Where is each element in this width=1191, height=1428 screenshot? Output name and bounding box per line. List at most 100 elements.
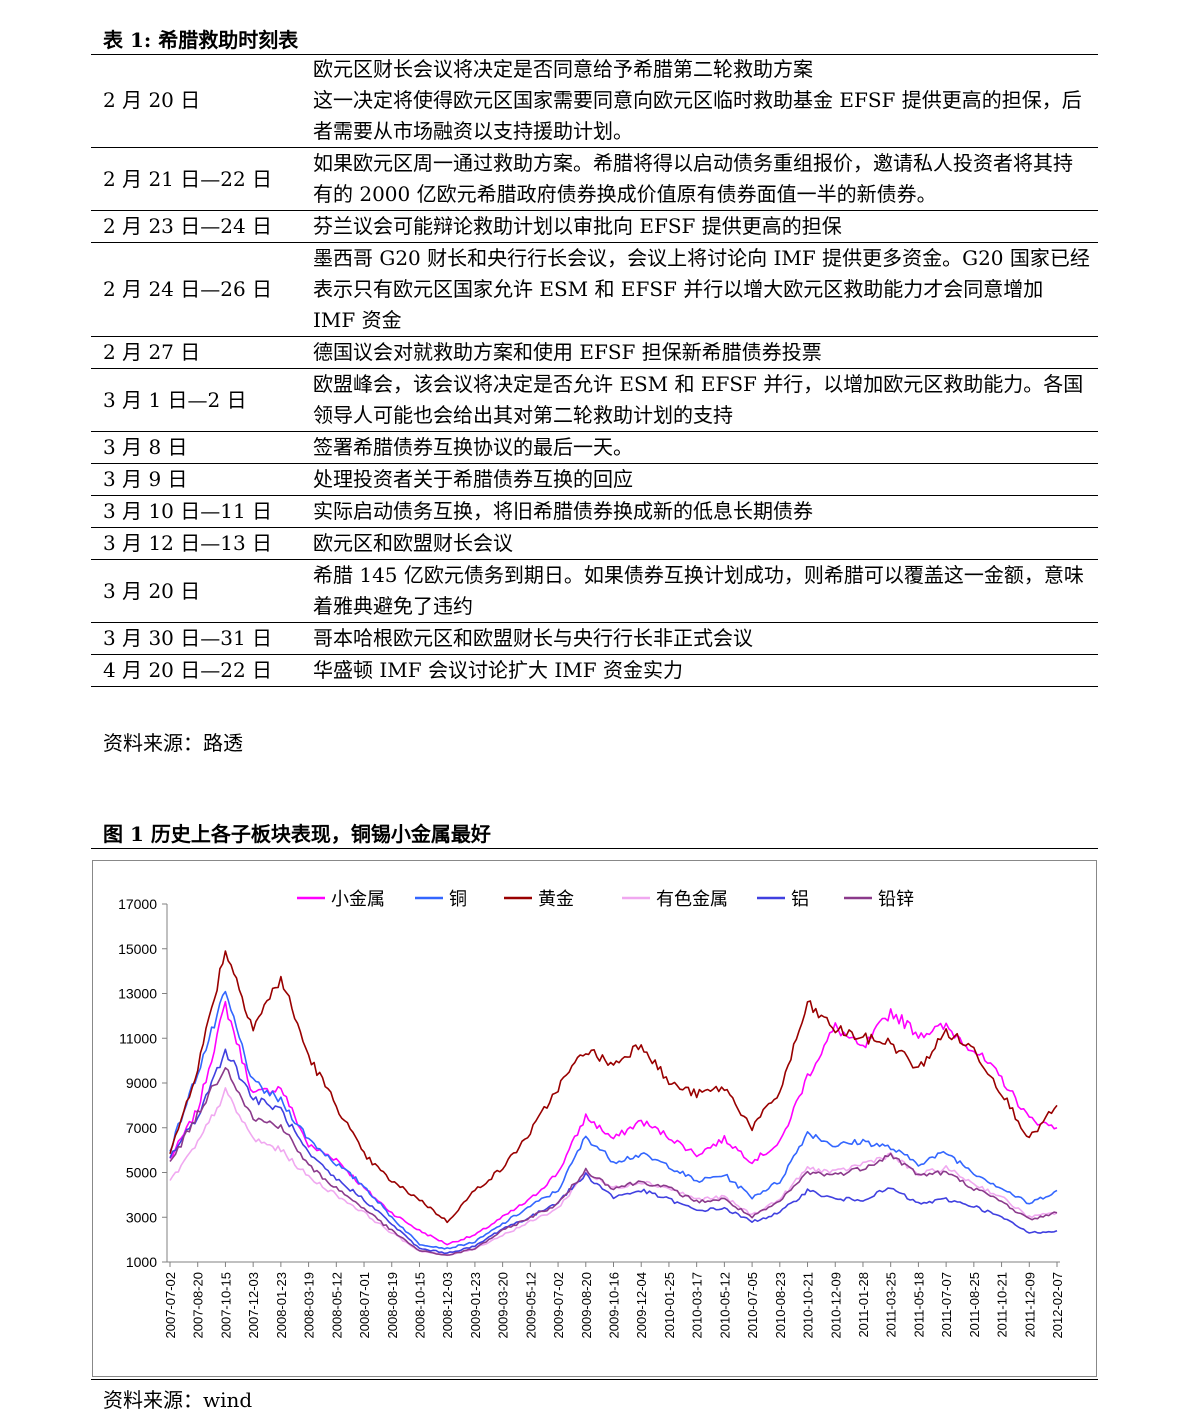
x-tick-label: 2010-08-23 [773, 1272, 788, 1339]
x-tick-label: 2010-03-17 [690, 1272, 705, 1339]
table-row: 2 月 24 日—26 日墨西哥 G20 财长和央行行长会议，会议上将讨论向 I… [91, 242, 1098, 337]
row-event: 芬兰议会可能辩论救助计划以审批向 EFSF 提供更高的担保 [303, 210, 1098, 243]
legend-label: 有色金属 [656, 889, 728, 909]
table-row: 2 月 23 日—24 日芬兰议会可能辩论救助计划以审批向 EFSF 提供更高的… [91, 210, 1098, 243]
x-tick-label: 2011-05-18 [911, 1272, 926, 1338]
x-tick-label: 2009-07-02 [551, 1272, 566, 1339]
series-line [169, 990, 1058, 1250]
x-tick-label: 2008-08-19 [385, 1272, 400, 1339]
y-tick-label: 5000 [126, 1165, 157, 1181]
x-tick-label: 2007-12-03 [246, 1272, 261, 1339]
x-tick-label: 2011-03-25 [884, 1272, 899, 1338]
table-row: 3 月 1 日—2 日欧盟峰会，该会议将决定是否允许 ESM 和 EFSF 并行… [91, 368, 1098, 432]
table-row: 2 月 20 日欧元区财长会议将决定是否同意给予希腊第二轮救助方案 这一决定将使… [91, 54, 1098, 148]
row-event: 希腊 145 亿欧元债务到期日。如果债券互换计划成功，则希腊可以覆盖这一金额，意… [303, 559, 1098, 623]
table-row: 3 月 9 日处理投资者关于希腊债券互换的回应 [91, 463, 1098, 496]
row-event: 欧盟峰会，该会议将决定是否允许 ESM 和 EFSF 并行，以增加欧元区救助能力… [303, 368, 1098, 432]
row-event: 欧元区财长会议将决定是否同意给予希腊第二轮救助方案 这一决定将使得欧元区国家需要… [303, 54, 1098, 148]
y-tick-label: 3000 [126, 1209, 157, 1225]
row-date: 3 月 10 日—11 日 [91, 495, 303, 528]
figure-bottom-rule [91, 1379, 1098, 1380]
x-tick-label: 2012-02-07 [1050, 1272, 1065, 1339]
x-tick-label: 2011-10-21 [995, 1272, 1010, 1338]
row-date: 2 月 27 日 [91, 336, 303, 369]
legend-label: 黄金 [538, 889, 574, 909]
table-row: 2 月 27 日德国议会对就救助方案和使用 EFSF 担保新希腊债券投票 [91, 336, 1098, 369]
figure-title: 图 1 历史上各子板块表现，铜锡小金属最好 [103, 822, 491, 846]
row-event: 签署希腊债券互换协议的最后一天。 [303, 431, 1098, 464]
y-tick-label: 7000 [126, 1120, 157, 1136]
row-date: 3 月 30 日—31 日 [91, 622, 303, 655]
table-row: 3 月 10 日—11 日实际启动债务互换，将旧希腊债券换成新的低息长期债券 [91, 495, 1098, 528]
x-tick-label: 2010-10-21 [801, 1272, 816, 1339]
x-tick-label: 2010-07-05 [745, 1272, 760, 1339]
x-tick-label: 2009-01-23 [468, 1272, 483, 1339]
x-tick-label: 2011-07-07 [939, 1272, 954, 1338]
legend-label: 小金属 [331, 889, 385, 909]
row-date: 3 月 9 日 [91, 463, 303, 496]
series-line [169, 1067, 1058, 1256]
y-tick-label: 11000 [119, 1030, 157, 1046]
row-event: 华盛顿 IMF 会议讨论扩大 IMF 资金实力 [303, 654, 1098, 687]
y-tick-label: 15000 [118, 941, 157, 957]
row-date: 3 月 20 日 [91, 559, 303, 623]
row-date: 3 月 12 日—13 日 [91, 527, 303, 560]
legend-label: 铝 [791, 889, 809, 909]
table-row: 3 月 30 日—31 日哥本哈根欧元区和欧盟财长与央行行长非正式会议 [91, 622, 1098, 655]
x-tick-label: 2009-08-20 [579, 1272, 594, 1339]
figure-source: 资料来源：wind [103, 1388, 253, 1412]
x-tick-label: 2008-03-19 [302, 1272, 317, 1339]
row-event: 欧元区和欧盟财长会议 [303, 527, 1098, 560]
row-event: 如果欧元区周一通过救助方案。希腊将得以启动债务重组报价，邀请私人投资者将其持有的… [303, 147, 1098, 211]
legend-label: 铅锌 [878, 889, 914, 909]
x-tick-label: 2008-12-03 [440, 1272, 455, 1339]
schedule-table: 2 月 20 日欧元区财长会议将决定是否同意给予希腊第二轮救助方案 这一决定将使… [91, 54, 1098, 687]
table-row: 3 月 12 日—13 日欧元区和欧盟财长会议 [91, 527, 1098, 560]
x-tick-label: 2009-03-20 [496, 1272, 511, 1339]
row-event: 墨西哥 G20 财长和央行行长会议，会议上将讨论向 IMF 提供更多资金。G20… [303, 242, 1098, 337]
x-tick-label: 2011-08-25 [967, 1272, 982, 1338]
row-date: 3 月 1 日—2 日 [91, 368, 303, 432]
row-date: 2 月 24 日—26 日 [91, 242, 303, 337]
row-date: 2 月 23 日—24 日 [91, 210, 303, 243]
sector-performance-chart: 17000 15000 13000 11000 9000 7000 5000 3000 1000… [92, 860, 1097, 1377]
series-line [169, 1048, 1058, 1255]
x-tick-label: 2009-05-12 [523, 1272, 538, 1339]
x-tick-label: 2008-07-01 [357, 1272, 372, 1339]
figure-title-rule [91, 848, 1098, 849]
x-tick-label: 2007-08-20 [191, 1272, 206, 1339]
y-tick-label: 1000 [126, 1254, 157, 1270]
y-tick-label: 13000 [118, 986, 157, 1002]
row-date: 4 月 20 日—22 日 [91, 654, 303, 687]
table-row: 2 月 21 日—22 日如果欧元区周一通过救助方案。希腊将得以启动债务重组报价… [91, 147, 1098, 211]
x-tick-label: 2010-05-12 [717, 1272, 732, 1339]
row-event: 哥本哈根欧元区和欧盟财长与央行行长非正式会议 [303, 622, 1098, 655]
table-source: 资料来源：路透 [103, 731, 243, 755]
table-row: 4 月 20 日—22 日华盛顿 IMF 会议讨论扩大 IMF 资金实力 [91, 654, 1098, 687]
x-tick-label: 2007-10-15 [218, 1272, 233, 1339]
x-tick-label: 2010-01-25 [662, 1272, 677, 1339]
x-tick-label: 2010-12-09 [828, 1272, 843, 1339]
y-tick-label: 9000 [126, 1075, 157, 1091]
x-tick-label: 2011-12-09 [1022, 1272, 1037, 1338]
x-tick-label: 2008-05-12 [329, 1272, 344, 1339]
legend-label: 铜 [449, 889, 467, 909]
x-tick-label: 2011-01-28 [856, 1272, 871, 1338]
table-title: 表 1: 希腊救助时刻表 [103, 28, 299, 52]
row-date: 2 月 21 日—22 日 [91, 147, 303, 211]
table-row: 3 月 8 日签署希腊债券互换协议的最后一天。 [91, 431, 1098, 464]
x-tick-label: 2009-10-16 [607, 1272, 622, 1339]
row-event: 实际启动债务互换，将旧希腊债券换成新的低息长期债券 [303, 495, 1098, 528]
table-row: 3 月 20 日希腊 145 亿欧元债务到期日。如果债券互换计划成功，则希腊可以… [91, 559, 1098, 623]
x-tick-label: 2008-10-15 [412, 1272, 427, 1339]
y-tick-label: 17000 [118, 896, 157, 912]
series-line [169, 1000, 1058, 1246]
x-tick-label: 2008-01-23 [274, 1272, 289, 1339]
x-tick-label: 2007-07-02 [163, 1272, 178, 1339]
row-event: 德国议会对就救助方案和使用 EFSF 担保新希腊债券投票 [303, 336, 1098, 369]
row-event: 处理投资者关于希腊债券互换的回应 [303, 463, 1098, 496]
row-date: 2 月 20 日 [91, 54, 303, 148]
x-tick-label: 2009-12-04 [634, 1272, 649, 1339]
series-line [169, 950, 1058, 1224]
row-date: 3 月 8 日 [91, 431, 303, 464]
